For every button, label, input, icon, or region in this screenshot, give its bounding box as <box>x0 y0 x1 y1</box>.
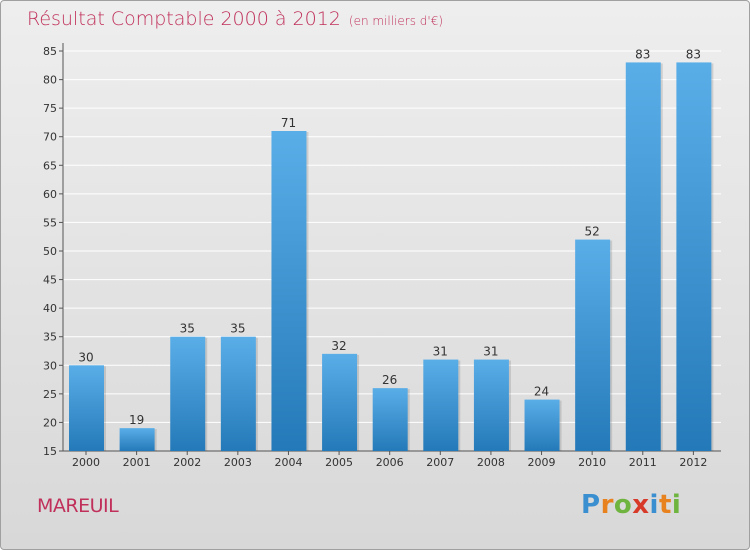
x-tick-label: 2001 <box>123 456 151 469</box>
bar <box>423 359 459 451</box>
x-tick-label: 2005 <box>325 456 353 469</box>
y-tick-label: 85 <box>43 45 57 58</box>
chart-title-main: Résultat Comptable 2000 à 2012 <box>27 8 341 30</box>
bar-value-label: 31 <box>433 345 448 359</box>
x-tick-label: 2011 <box>629 456 657 469</box>
logo-letter: i <box>671 490 682 520</box>
bar-value-label: 31 <box>483 345 498 359</box>
bar <box>676 62 712 452</box>
bar <box>322 353 358 451</box>
bar <box>372 388 408 451</box>
y-tick-label: 15 <box>43 445 57 458</box>
bar <box>220 336 256 451</box>
y-tick-label: 30 <box>43 359 57 372</box>
y-tick-label: 65 <box>43 159 57 172</box>
bar-value-label: 35 <box>230 322 245 336</box>
y-tick-label: 70 <box>43 131 57 144</box>
place-name: MAREUIL <box>37 495 119 517</box>
bar <box>119 428 155 451</box>
proxiti-logo: Proxiti <box>581 490 681 520</box>
bar <box>69 365 104 451</box>
bar-value-label: 83 <box>635 47 650 61</box>
x-tick-label: 2009 <box>528 456 556 469</box>
bar-value-label: 71 <box>281 116 296 130</box>
x-tick-label: 2000 <box>72 456 100 469</box>
logo-letter: o <box>613 490 633 520</box>
bar-value-label: 32 <box>331 339 346 353</box>
bar <box>170 336 206 451</box>
logo-letter: P <box>581 490 601 520</box>
y-tick-label: 40 <box>43 302 57 315</box>
x-tick-label: 2012 <box>679 456 707 469</box>
y-tick-label: 25 <box>43 388 57 401</box>
bar <box>271 131 307 451</box>
logo-letter: t <box>658 490 672 520</box>
x-tick-label: 2002 <box>173 456 201 469</box>
y-tick-label: 50 <box>43 245 57 258</box>
x-tick-label: 2003 <box>224 456 252 469</box>
bar <box>575 239 611 451</box>
y-tick-label: 20 <box>43 416 57 429</box>
y-tick-label: 60 <box>43 188 57 201</box>
bar-value-label: 83 <box>686 47 701 61</box>
bar-value-label: 35 <box>180 322 195 336</box>
x-tick-label: 2004 <box>274 456 302 469</box>
bar-value-label: 24 <box>534 385 549 399</box>
x-tick-label: 2006 <box>376 456 404 469</box>
y-tick-label: 75 <box>43 102 57 115</box>
bar <box>473 359 509 451</box>
chart-title: Résultat Comptable 2000 à 2012 (en millie… <box>27 8 443 30</box>
y-tick-label: 80 <box>43 74 57 87</box>
y-tick-label: 55 <box>43 216 57 229</box>
bar-value-label: 30 <box>78 350 93 364</box>
logo-letter: x <box>632 490 650 520</box>
y-tick-label: 35 <box>43 331 57 344</box>
x-tick-label: 2007 <box>426 456 454 469</box>
bar-value-label: 52 <box>585 225 600 239</box>
logo-letter: r <box>600 490 614 520</box>
x-tick-label: 2008 <box>477 456 505 469</box>
y-tick-label: 45 <box>43 274 57 287</box>
bar-value-label: 26 <box>382 373 397 387</box>
logo-letter: i <box>649 490 659 520</box>
bar <box>524 399 560 451</box>
bar <box>625 62 661 452</box>
x-tick-label: 2010 <box>578 456 606 469</box>
bar-value-label: 19 <box>129 413 144 427</box>
chart-subtitle: (en milliers d'€) <box>348 14 444 28</box>
